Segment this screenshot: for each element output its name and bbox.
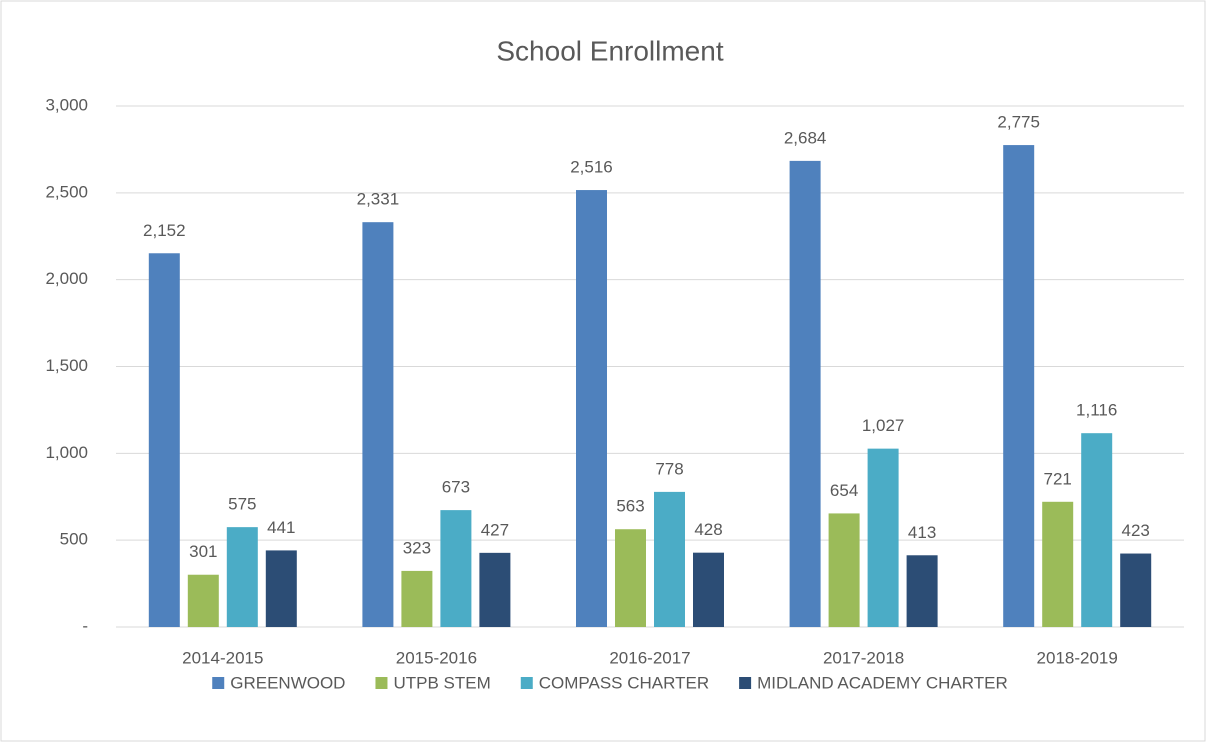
bar [1081,433,1113,627]
y-tick-label: 500 [60,530,88,549]
bar [1042,501,1074,627]
legend-label: UTPB STEM [393,673,490,692]
bar [615,529,646,627]
data-label: 673 [442,478,470,497]
x-tick-label: 2016-2017 [609,648,690,667]
data-label: 654 [830,481,858,500]
data-label: 441 [267,518,295,537]
y-tick-label: 2,000 [45,269,88,288]
y-tick-label: 2,500 [45,182,88,201]
legend-swatch [375,677,388,689]
bar [440,510,472,627]
data-label: 2,516 [570,158,613,177]
bar [401,570,433,627]
bar [265,550,297,627]
x-tick-label: 2015-2016 [396,648,477,667]
bar [654,491,685,627]
data-label: 301 [189,542,217,561]
y-tick-label: - [82,616,88,635]
bar [828,513,860,627]
legend-swatch [739,677,752,689]
legend-swatch [212,677,225,689]
legend-label: MIDLAND ACADEMY CHARTER [757,673,1008,692]
bar [148,253,180,627]
bar [1003,145,1035,627]
bar [479,552,511,627]
data-label: 2,775 [997,113,1040,132]
bar [867,448,899,627]
x-tick-label: 2014-2015 [182,648,263,667]
data-label: 721 [1044,469,1072,488]
data-label: 413 [908,523,936,542]
bar [906,555,938,627]
data-label: 1,116 [1076,401,1117,420]
data-label: 2,331 [357,190,400,209]
data-label: 2,152 [143,221,186,240]
legend-label: COMPASS CHARTER [539,673,709,692]
data-label: 1,027 [862,416,905,435]
x-tick-label: 2017-2018 [823,648,904,667]
bar [187,574,219,627]
legend-label: GREENWOOD [230,673,345,692]
data-label: 563 [616,497,644,516]
bar [576,190,607,627]
data-label: 575 [228,495,256,514]
y-tick-label: 1,000 [45,443,88,462]
legend-swatch [520,677,533,689]
chart-title: School Enrollment [496,35,723,66]
data-label: 778 [655,459,683,478]
y-tick-label: 3,000 [45,95,88,114]
data-label: 428 [694,520,722,539]
data-label: 323 [403,538,431,557]
data-label: 427 [481,520,509,539]
bar [362,222,394,628]
x-tick-label: 2018-2019 [1037,648,1118,667]
data-label: 2,684 [784,128,827,147]
bar [789,160,821,627]
y-tick-label: 1,500 [45,356,88,375]
bar [693,552,724,627]
data-label: 423 [1122,521,1150,540]
bar [226,527,258,627]
bar [1120,553,1152,627]
